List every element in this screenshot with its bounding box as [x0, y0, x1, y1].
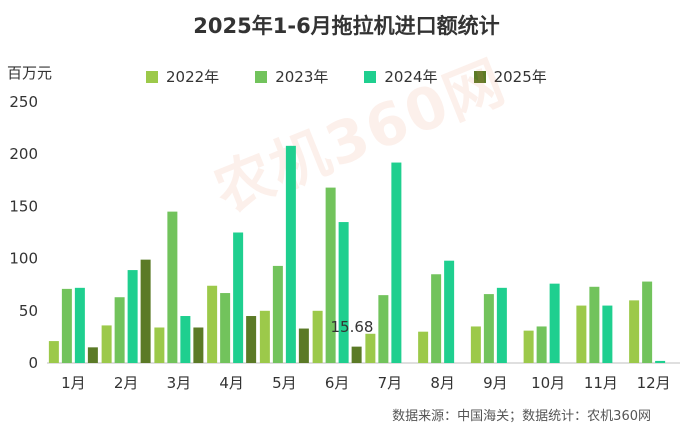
x-tick-label: 11月: [584, 374, 618, 392]
bar-2023年-6月: [325, 187, 336, 363]
x-tick-label: 1月: [61, 374, 86, 392]
bar-2022年-3月: [154, 327, 165, 363]
bar-2025年-1月: [87, 347, 98, 363]
bar-2023年-3月: [167, 211, 178, 363]
bar-2024年-1月: [74, 287, 85, 363]
legend-label-2023: 2023年: [275, 68, 329, 86]
bar-2024年-11月: [602, 305, 613, 363]
bar-2024年-5月: [285, 145, 296, 363]
x-tick-label: 9月: [483, 374, 508, 392]
bar-2022年-12月: [629, 300, 640, 363]
bar-2024年-8月: [444, 260, 455, 363]
legend-item-2024: 2024年: [364, 66, 438, 87]
legend-label-2025: 2025年: [493, 68, 547, 86]
legend-item-2025: 2025年: [473, 66, 547, 87]
bar-2024年-2月: [127, 270, 138, 363]
bar-2024年-6月: [338, 222, 349, 363]
legend-item-2023: 2023年: [255, 66, 328, 87]
legend-swatch-2023: [255, 70, 268, 83]
bar-2023年-5月: [272, 265, 283, 363]
x-tick-label: 5月: [272, 374, 297, 392]
bar-2022年-9月: [470, 326, 481, 363]
bar-2022年-10月: [523, 330, 534, 363]
bar-2025年-3月: [193, 327, 204, 363]
x-tick-label: 2月: [114, 374, 139, 392]
bar-2025年-2月: [140, 259, 151, 363]
bar-2022年-8月: [418, 331, 429, 363]
bar-2024年-4月: [233, 232, 244, 363]
bar-2023年-8月: [431, 274, 442, 363]
legend-label-2022: 2022年: [166, 68, 220, 86]
bar-2025年-6月: [351, 346, 362, 363]
bar-2022年-6月: [312, 310, 323, 363]
y-tick-label: 250: [9, 93, 38, 111]
bar-2023年-12月: [642, 281, 653, 363]
bar-2025年-5月: [298, 328, 309, 363]
bar-2023年-7月: [378, 295, 389, 363]
legend-swatch-2024: [364, 70, 377, 83]
y-tick-label: 0: [28, 354, 38, 372]
bar-2022年-4月: [207, 285, 218, 363]
chart-title: 2025年1-6月拖拉机进口额统计: [193, 14, 500, 38]
bar-2024年-10月: [549, 283, 560, 363]
x-tick-label: 6月: [325, 374, 350, 392]
bar-2023年-11月: [589, 286, 600, 363]
bar-2023年-10月: [536, 326, 547, 363]
source-note: 数据来源：中国海关；数据统计：农机360网: [392, 409, 651, 424]
bar-2023年-1月: [61, 288, 72, 363]
y-axis-unit-label: 百万元: [7, 64, 53, 82]
legend-label-2024: 2024年: [384, 68, 438, 86]
legend-swatch-2022: [146, 70, 158, 83]
legend-swatch-2025: [473, 70, 486, 83]
bar-2024年-9月: [496, 287, 507, 363]
x-tick-label: 3月: [167, 374, 192, 392]
x-tick-label: 4月: [219, 374, 244, 392]
x-tick-label: 7月: [378, 374, 403, 392]
bar-2022年-11月: [576, 305, 587, 363]
y-tick-label: 50: [19, 302, 38, 320]
bar-2023年-4月: [220, 293, 231, 363]
bar-2023年-9月: [483, 294, 494, 363]
data-label-jun-2025: 15.68: [331, 318, 374, 336]
bar-2022年-1月: [48, 341, 59, 363]
y-tick-label: 150: [9, 197, 38, 215]
x-tick-label: 12月: [637, 374, 671, 392]
x-tick-label: 10月: [531, 374, 565, 392]
x-tick-label: 8月: [430, 374, 455, 392]
bar-2024年-7月: [391, 162, 402, 363]
bar-2024年-12月: [655, 360, 666, 363]
bar-2022年-5月: [259, 310, 270, 363]
legend-item-2022: 2022年: [146, 66, 219, 87]
y-tick-label: 100: [9, 250, 38, 268]
legend: 2022年 2023年 2024年 2025年: [146, 66, 547, 87]
bar-2022年-7月: [365, 333, 376, 363]
y-tick-label: 200: [9, 145, 38, 163]
bar-2025年-4月: [246, 316, 257, 363]
bar-2024年-3月: [180, 316, 191, 363]
bar-2022年-2月: [101, 325, 112, 363]
bar-2023年-2月: [114, 297, 125, 363]
